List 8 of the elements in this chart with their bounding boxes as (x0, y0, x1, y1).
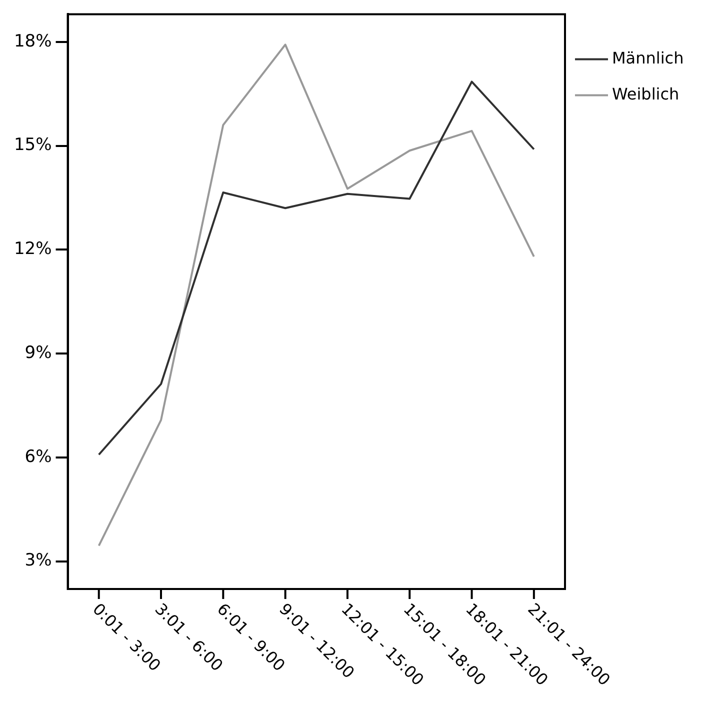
y-tick-label: 15% (14, 135, 52, 156)
legend-label: Männlich (612, 48, 684, 68)
y-tick-label: 3% (24, 550, 52, 571)
y-tick-label: 12% (14, 239, 52, 260)
y-tick-label: 6% (24, 446, 52, 467)
y-tick-label: 9% (24, 342, 52, 363)
legend-label: Weiblich (612, 84, 680, 104)
y-tick-label: 18% (14, 31, 52, 52)
